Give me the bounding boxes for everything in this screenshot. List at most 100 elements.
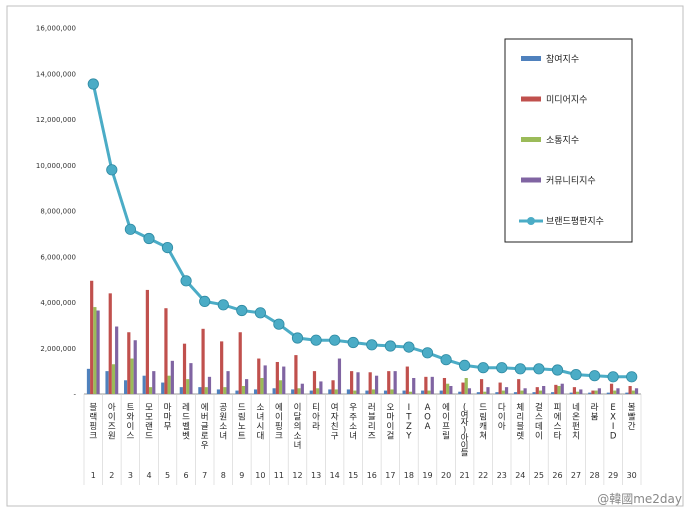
bar — [115, 326, 119, 394]
legend-marker — [527, 217, 535, 225]
bar — [93, 307, 97, 394]
line-point — [291, 332, 304, 344]
line-point — [551, 364, 564, 376]
bar — [201, 328, 205, 394]
bar — [216, 389, 221, 394]
x-index-label: 23 — [497, 471, 507, 480]
x-index-label: 4 — [146, 471, 151, 480]
bar — [105, 371, 109, 395]
bar — [161, 382, 165, 394]
bar — [179, 387, 183, 394]
watermark: @韓國me2day — [597, 492, 682, 506]
bar — [576, 391, 580, 394]
bar — [483, 391, 487, 394]
bar — [449, 385, 453, 394]
bar — [90, 280, 94, 394]
y-tick-label: 6,000,000 — [40, 253, 76, 261]
line-point — [310, 334, 322, 346]
bar — [374, 375, 379, 394]
line-point — [124, 223, 136, 235]
line-point — [143, 232, 155, 245]
bar — [142, 375, 146, 394]
x-index-label: 16 — [367, 471, 377, 480]
bar — [597, 388, 601, 394]
bar — [167, 375, 171, 394]
bar — [569, 392, 573, 394]
bar — [442, 377, 447, 394]
bar — [613, 390, 617, 394]
x-index-label: 7 — [202, 471, 207, 480]
bar — [86, 368, 91, 394]
bar — [133, 340, 137, 394]
bar — [108, 293, 112, 394]
x-index-label: 17 — [385, 471, 395, 480]
bar — [130, 358, 134, 394]
bar — [275, 361, 279, 394]
x-index-label: 9 — [239, 471, 244, 480]
bar — [609, 383, 614, 394]
bar — [189, 363, 193, 394]
bar — [127, 332, 131, 394]
x-index-label: 11 — [274, 471, 284, 480]
bar — [170, 360, 174, 394]
bar — [532, 392, 536, 394]
bar — [579, 389, 583, 394]
bar — [278, 380, 283, 394]
bar — [337, 358, 342, 394]
bar — [145, 289, 149, 394]
bar — [439, 390, 443, 394]
bar — [513, 392, 518, 394]
bar — [405, 366, 409, 394]
bar — [152, 371, 156, 395]
legend-swatch — [521, 56, 541, 61]
bar — [430, 376, 434, 394]
bar — [365, 390, 369, 394]
line-point — [570, 368, 582, 381]
line-point — [180, 275, 192, 287]
bar — [111, 364, 116, 394]
bar — [272, 388, 276, 394]
bar — [371, 389, 375, 394]
bar — [402, 390, 406, 394]
bar — [257, 358, 261, 394]
bar — [560, 383, 564, 394]
bar — [594, 390, 598, 394]
bar — [223, 387, 227, 394]
line-point — [106, 164, 118, 176]
bar — [427, 390, 431, 394]
bar — [312, 371, 317, 395]
legend-label: 소통지수 — [546, 135, 579, 146]
line-point — [366, 339, 378, 351]
bar — [204, 387, 208, 394]
y-tick-label: 12,000,000 — [36, 116, 76, 124]
line-point — [236, 304, 248, 317]
line-point — [607, 371, 619, 383]
bar — [479, 379, 484, 394]
line-point — [273, 318, 285, 330]
bar — [383, 390, 388, 394]
bar — [238, 332, 242, 394]
bar — [241, 385, 246, 394]
bar — [334, 389, 338, 394]
bar — [346, 389, 351, 394]
x-index-label: 12 — [292, 471, 302, 480]
line-series — [87, 78, 638, 383]
line-point — [514, 363, 526, 375]
bar — [235, 390, 239, 394]
